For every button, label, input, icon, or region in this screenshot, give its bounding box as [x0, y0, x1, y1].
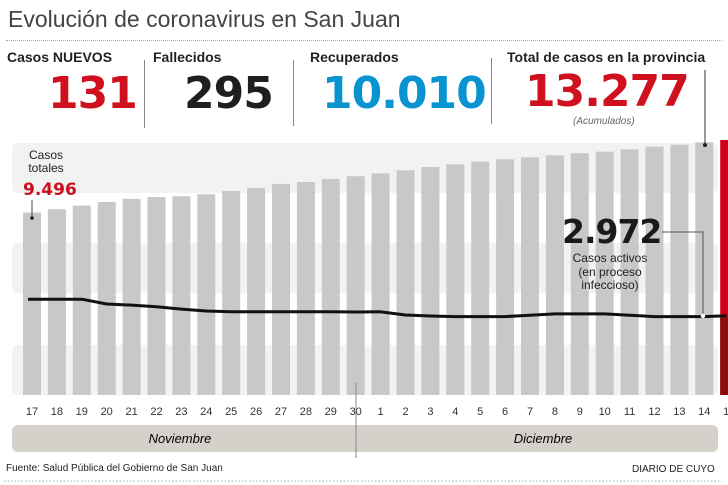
title-divider [6, 40, 722, 41]
stat-deaths-label: Fallecidos [153, 49, 222, 65]
month-label-december: Diciembre [514, 431, 573, 446]
total-marker-dot [703, 143, 707, 147]
x-tick-label: 24 [200, 406, 212, 418]
page-title: Evolución de coronavirus en San Juan [8, 6, 401, 32]
x-tick-label: 11 [624, 406, 635, 418]
stat-deaths-value: 295 [184, 68, 274, 119]
stat-new-value: 131 [48, 68, 138, 119]
x-tick-label: 12 [648, 406, 660, 418]
bar [446, 164, 465, 395]
bar [321, 178, 340, 395]
x-tick-label: 15 [723, 406, 728, 418]
stat-recovered-value: 10.010 [322, 68, 487, 119]
x-tick-label: 5 [477, 406, 483, 418]
x-tick-label: 28 [300, 406, 312, 418]
x-tick-label: 21 [125, 406, 137, 418]
stat-total-label: Total de casos en la provincia [507, 49, 706, 65]
x-tick-label: 3 [427, 406, 433, 418]
brand-logo-text: DIARIO DE CUYO [632, 464, 715, 475]
x-tick-label: 8 [552, 406, 558, 418]
x-tick-label: 4 [452, 406, 458, 418]
active-caption-line: infeccioso) [581, 278, 639, 292]
bar [421, 167, 440, 395]
x-tick-label: 14 [698, 406, 710, 418]
stat-total-value: 13.277 [525, 66, 690, 117]
bar [570, 153, 589, 395]
bar [172, 196, 191, 395]
bar [47, 209, 66, 395]
x-tick-label: 23 [175, 406, 187, 418]
first-total-dot [30, 216, 34, 220]
bar [346, 176, 365, 395]
stat-recovered-label: Recuperados [310, 49, 399, 65]
stat-total-note: (Acumulados) [573, 116, 635, 127]
x-tick-label: 17 [26, 406, 38, 418]
background-band [12, 143, 718, 193]
bar [396, 170, 415, 395]
divider [293, 60, 294, 126]
bar [23, 212, 41, 395]
bar [247, 187, 266, 395]
active-caption-line: Casos activos [572, 251, 648, 265]
x-tick-label: 25 [225, 406, 237, 418]
bar [122, 198, 141, 395]
bar [521, 157, 539, 395]
bar [645, 146, 664, 395]
bar [371, 173, 390, 395]
bar [471, 161, 490, 395]
active-caption-line: (en proceso [578, 264, 642, 279]
source-note: Fuente: Salud Pública del Gobierno de Sa… [6, 463, 223, 474]
bar [670, 144, 689, 395]
total-cases-caption: Casos totales [28, 148, 64, 175]
x-tick-label: 19 [76, 406, 88, 418]
bar [97, 201, 116, 395]
x-tick-label: 29 [325, 406, 337, 418]
x-tick-label: 26 [250, 406, 262, 418]
x-tick-label: 20 [101, 406, 113, 418]
bar [222, 191, 241, 395]
bar [496, 159, 515, 395]
active-cases-line [28, 297, 727, 319]
month-band [12, 425, 718, 452]
active-cases-value: 2.972 [562, 212, 662, 251]
x-tick-label: 6 [502, 406, 508, 418]
active-cases-caption: Casos activos (en proceso infeccioso) [560, 251, 660, 293]
x-tick-label: 7 [527, 406, 533, 418]
bar [296, 182, 315, 395]
month-label-november: Noviembre [149, 431, 212, 446]
bar-active-segment [720, 315, 728, 395]
bar [620, 149, 639, 395]
first-total-value: 9.496 [23, 180, 77, 200]
x-tick-label: 27 [275, 406, 287, 418]
active-leader-line [662, 231, 704, 316]
x-tick-label: 22 [150, 406, 162, 418]
bar [147, 196, 166, 395]
x-tick-label: 10 [599, 406, 611, 418]
bar [595, 151, 614, 395]
divider [491, 58, 492, 124]
bar [695, 142, 714, 395]
bar-highlight [720, 140, 728, 395]
x-tick-label: 13 [673, 406, 685, 418]
stat-new-label: Casos NUEVOS [7, 49, 113, 65]
x-tick-label: 1 [378, 406, 384, 418]
active-marker-dot [700, 313, 706, 319]
bar [272, 183, 290, 395]
bar [545, 155, 564, 395]
x-tick-label: 9 [577, 406, 583, 418]
divider [144, 60, 145, 128]
x-tick-label: 18 [51, 406, 63, 418]
bar [197, 194, 216, 395]
x-tick-label: 2 [402, 406, 408, 418]
